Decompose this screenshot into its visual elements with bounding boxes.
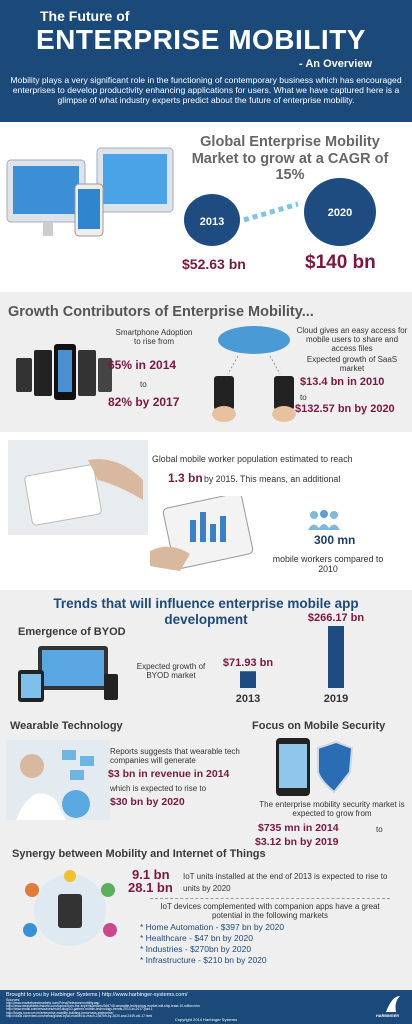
iot-markets: * Home Automation - $397 bn by 2020 * Hea… [140, 922, 284, 966]
source-link: http://cloud.cioreview.com/news/global-b… [6, 1013, 153, 1018]
saas-label: Expected growth of SaaS market [306, 355, 398, 374]
sources-label: Sources: [6, 998, 21, 1002]
wearable-text2: which is expected to rise to [110, 784, 207, 793]
security-to: to [376, 825, 383, 834]
iot-figure1: 9.1 bn [132, 867, 170, 882]
hand-illustration [8, 440, 148, 535]
cloud-illustration [212, 326, 296, 422]
market-title: Global Enterprise Mobility Market to gro… [191, 134, 389, 184]
cloud-text: Cloud gives an easy access for mobile us… [296, 326, 408, 354]
wearable-text: Reports suggests that wearable tech comp… [110, 747, 240, 766]
smartphone-until: 82% by 2017 [108, 395, 180, 409]
devices-illustration [6, 147, 174, 237]
footer: Brought to you by Harbinger Systems | ht… [0, 990, 412, 1024]
subtitle: - An Overview [299, 58, 372, 70]
bar-value-label: $71.93 bn [223, 657, 273, 669]
bar-category-label: 2013 [236, 693, 260, 705]
growth-section: Growth Contributors of Enterprise Mobili… [0, 292, 412, 432]
year-end: 2020 [327, 207, 353, 219]
security-title: Focus on Mobile Security [252, 720, 386, 732]
title-small: The Future of [40, 8, 130, 24]
iot-figure2: 28.1 bn [128, 880, 173, 895]
growth-circles [184, 178, 376, 246]
iot-text1: IoT units installed at the end of 2013 i… [183, 872, 388, 881]
source-link: http://www.wearabletechworld.com/topics/… [6, 1004, 200, 1009]
wearable-title: Wearable Technology [10, 720, 123, 732]
trends-section: Trends that will influence enterprise mo… [0, 590, 412, 990]
bar-category-label: 2019 [324, 693, 348, 705]
growth-title: Growth Contributors of Enterprise Mobili… [8, 304, 314, 320]
source-link: http://www.mobil.com/resources/mobi-blog… [6, 1007, 153, 1012]
year-start: 2013 [199, 216, 225, 228]
byod-chart: $71.93 bn 2013 $266.17 bn 2019 [223, 612, 365, 705]
security-text: The enterprise mobility security market … [259, 800, 405, 819]
bar [240, 671, 256, 688]
byod-title: Emergence of BYOD [18, 626, 126, 638]
saas-from: $13.4 bn in 2010 [300, 376, 385, 388]
value-end: $140 bn [305, 252, 376, 273]
iot-text2: units by 2020 [183, 884, 231, 893]
people-icon [308, 510, 340, 530]
saas-until: $132.57 bn by 2020 [295, 403, 395, 415]
market-item: * Healthcare - $47 bn by 2020 [140, 933, 253, 943]
smartphone-to: to [140, 380, 147, 389]
market-section: Global Enterprise Mobility Market to gro… [0, 122, 412, 292]
title-main: ENTERPRISE MOBILITY [36, 24, 366, 55]
saas-to: to [300, 393, 307, 402]
workers-additional: 300 mn [314, 533, 356, 547]
smartphone-from: 65% in 2014 [108, 358, 177, 372]
security-figure2: $3.12 bn by 2019 [255, 836, 339, 848]
header: The Future of ENTERPRISE MOBILITY - An O… [0, 0, 412, 122]
iot-text3: IoT devices complemented with companion … [160, 902, 380, 921]
tablet-illustration [150, 496, 254, 571]
footer-credit: Brought to you by Harbinger Systems | ht… [6, 992, 188, 998]
intro: Mobility plays a very significant role i… [10, 75, 402, 105]
market-item: * Home Automation - $397 bn by 2020 [140, 922, 285, 932]
workers-figure: 1.3 bn [168, 471, 203, 485]
logo-mark [386, 996, 400, 1012]
trends-title: Trends that will influence enterprise mo… [53, 596, 359, 627]
smartphone-text: Smartphone Adoption to rise from [115, 328, 193, 347]
value-start: $52.63 bn [182, 256, 246, 272]
byod-illustration [18, 646, 118, 702]
copyright: Copyright 2014 Harbinger Systems [174, 1017, 238, 1022]
market-item: * Industries - $270bn by 2020 [140, 944, 252, 954]
market-item: * Infrastructure - $210 bn by 2020 [140, 955, 267, 965]
bar [328, 626, 344, 688]
bar-value-label: $266.17 bn [308, 612, 365, 624]
workers-section: Global mobile worker population estimate… [0, 432, 412, 590]
workers-text: Global mobile worker population estimate… [152, 454, 353, 464]
workers-text-after: by 2015. This means, an additional [204, 474, 341, 484]
wearable-figure2: $30 bn by 2020 [110, 796, 185, 808]
source-link: http://blogs.ruzzcom.im/enterprise-mobil… [6, 1010, 114, 1015]
iot-illustration [23, 870, 117, 946]
wearable-figure1: $3 bn in revenue in 2014 [108, 768, 230, 780]
workers-additional-text: mobile workers compared to 2010 [272, 554, 384, 575]
security-figure1: $735 mn in 2014 [258, 822, 339, 834]
divider [150, 898, 390, 899]
source-link: http://www.marketsandmarkets.com/PressRe… [6, 1001, 100, 1005]
iot-title: Synergy between Mobility and Internet of… [12, 848, 266, 860]
sources-list: http://www.marketsandmarkets.com/PressRe… [6, 1001, 366, 1018]
security-illustration [276, 738, 354, 796]
wearable-illustration [6, 740, 110, 820]
phones-illustration [16, 344, 112, 400]
logo-text: HARBINGER [376, 1014, 399, 1018]
byod-text: Expected growth of BYOD market [136, 662, 206, 681]
